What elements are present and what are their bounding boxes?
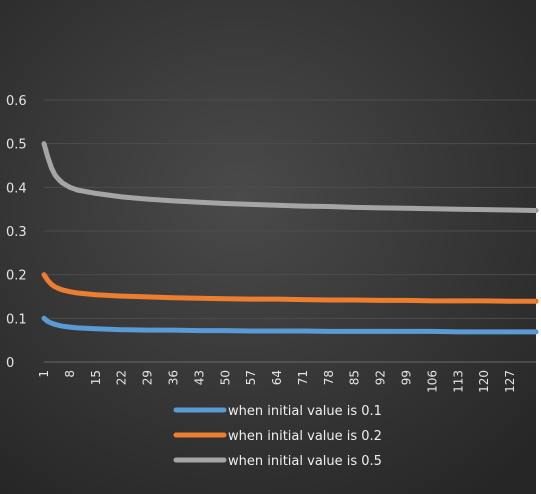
y-tick-label: 0.6 — [6, 94, 27, 109]
x-tick-label: 8 — [63, 370, 77, 378]
x-tick-label: 57 — [244, 370, 258, 385]
x-tick-label: 120 — [477, 370, 491, 393]
legend-label: when initial value is 0.1 — [228, 404, 382, 419]
x-tick-label: 85 — [348, 370, 362, 385]
y-tick-label: 0.5 — [6, 138, 27, 153]
x-axis-ticks: 1 8 15 22 29 36 43 50 57 64 71 78 85 92 99 106 113 120 127 — [37, 370, 517, 393]
y-tick-label: 0 — [6, 356, 14, 371]
legend: when initial value is 0.1 when initial va… — [173, 404, 382, 469]
x-tick-label: 29 — [141, 370, 155, 385]
legend-label: when initial value is 0.5 — [228, 454, 382, 469]
x-tick-label: 15 — [89, 370, 103, 385]
x-tick-label: 43 — [192, 370, 206, 385]
y-tick-label: 0.4 — [6, 181, 27, 196]
x-tick-label: 78 — [322, 370, 336, 385]
x-tick-label: 71 — [296, 370, 310, 385]
x-tick-label: 1 — [37, 370, 51, 378]
x-tick-label: 92 — [374, 370, 388, 385]
y-tick-label: 0.1 — [6, 312, 27, 327]
x-tick-label: 64 — [270, 370, 284, 385]
series-lines — [41, 141, 539, 335]
series-line-2 — [41, 272, 539, 304]
x-tick-label: 99 — [400, 370, 414, 385]
x-tick-label: 106 — [425, 370, 439, 393]
series-line-1 — [41, 315, 539, 335]
x-tick-label: 113 — [451, 370, 465, 393]
x-tick-label: 22 — [115, 370, 129, 385]
series-line-3 — [41, 141, 539, 213]
y-axis-ticks: 0 0.1 0.2 0.3 0.4 0.5 0.6 — [6, 94, 27, 371]
x-tick-label: 36 — [166, 370, 180, 385]
gridlines — [44, 99, 536, 363]
legend-label: when initial value is 0.2 — [228, 429, 382, 444]
x-tick-label: 50 — [218, 370, 232, 385]
x-tick-label: 127 — [503, 370, 517, 393]
y-tick-label: 0.2 — [6, 269, 27, 284]
y-tick-label: 0.3 — [6, 225, 27, 240]
